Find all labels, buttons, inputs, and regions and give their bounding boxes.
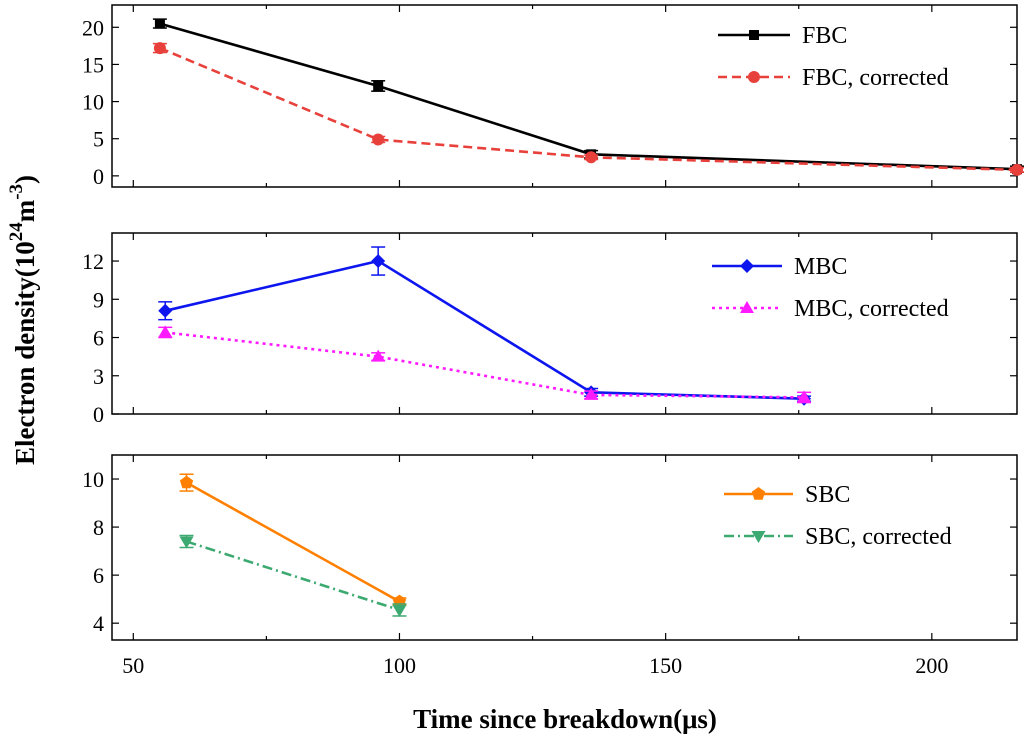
y-tick-label: 10 — [82, 467, 104, 492]
y-tick-label: 10 — [82, 90, 104, 115]
panel-3: 4 6 8 10 SBC SBC, corrected — [82, 454, 1018, 641]
series-fbc — [152, 18, 1024, 175]
legend-entry: SBC, corrected — [724, 524, 952, 550]
series-line — [159, 46, 1018, 172]
legend-label: FBC, corrected — [802, 65, 949, 91]
series-fbc-corrected — [152, 42, 1024, 176]
data-point — [797, 390, 812, 403]
panel-1: 0 5 10 15 20 FBC FBC, corrected — [82, 4, 1024, 189]
legend-label: MBC, corrected — [794, 296, 949, 322]
data-point — [154, 18, 165, 29]
y-axis-title: Electron density(1024m-3) — [6, 175, 40, 465]
data-point — [372, 133, 385, 146]
chart-panels: 0 5 10 15 20 FBC FBC, corrected 0 3 6 9 12 MBC MBC, c… — [82, 4, 1024, 641]
y-tick-label: 0 — [93, 402, 104, 427]
legend-marker — [740, 301, 754, 313]
data-point — [392, 604, 407, 617]
y-tick-label: 12 — [82, 249, 104, 274]
legend-label: FBC — [802, 23, 847, 49]
data-point — [158, 303, 173, 318]
panel-frame — [111, 454, 1018, 641]
series-line — [159, 22, 1018, 171]
data-point — [584, 387, 599, 400]
panel-2: 0 3 6 9 12 MBC MBC, corrected — [82, 232, 1018, 427]
data-point — [179, 536, 194, 549]
legend-entry: SBC — [724, 482, 850, 508]
data-point — [371, 349, 386, 362]
legend-label: SBC, corrected — [805, 524, 952, 550]
legend-marker — [748, 71, 760, 83]
series-line — [185, 481, 401, 603]
y-tick-label: 6 — [93, 326, 104, 351]
series-sbc — [179, 473, 407, 608]
legend-marker — [749, 30, 759, 40]
y-tick-label: 4 — [93, 611, 104, 636]
series-line — [165, 331, 805, 399]
y-tick-label: 9 — [93, 287, 104, 312]
y-tick-label: 8 — [93, 515, 104, 540]
panel-frame — [111, 232, 1018, 415]
legend-entry: FBC, corrected — [718, 65, 949, 91]
data-point — [373, 80, 384, 91]
panel-frame — [111, 4, 1018, 188]
series-mbc-corrected — [158, 325, 812, 404]
y-tick-label: 20 — [82, 15, 104, 40]
legend-entry: MBC — [712, 254, 847, 280]
legend-marker — [751, 487, 766, 500]
legend-entry: FBC — [718, 23, 847, 49]
legend-marker — [740, 259, 754, 273]
legend-marker — [751, 531, 766, 543]
series-sbc-corrected — [179, 534, 407, 617]
x-tick-labels: 50 100 150 200 — [122, 653, 948, 678]
legend-label: SBC — [805, 482, 850, 508]
series-line — [186, 540, 400, 612]
x-tick-label: 50 — [122, 653, 144, 678]
series-line — [164, 259, 805, 400]
y-tick-label: 3 — [93, 364, 104, 389]
series-mbc — [158, 246, 812, 406]
data-point — [179, 475, 194, 489]
y-tick-label: 5 — [93, 127, 104, 152]
y-tick-label: 0 — [93, 164, 104, 189]
data-point — [371, 254, 386, 269]
data-point — [1011, 163, 1023, 176]
x-axis-title: Time since breakdown(μs) — [413, 704, 717, 734]
x-tick-label: 200 — [915, 653, 948, 678]
data-point — [158, 325, 173, 338]
legend-entry: MBC, corrected — [712, 296, 949, 322]
data-point — [153, 42, 166, 55]
legend-label: MBC — [794, 254, 847, 280]
x-tick-label: 100 — [383, 653, 416, 678]
x-tick-label: 150 — [649, 653, 682, 678]
data-point — [585, 151, 598, 164]
y-tick-label: 15 — [82, 52, 104, 77]
y-tick-label: 6 — [93, 563, 104, 588]
